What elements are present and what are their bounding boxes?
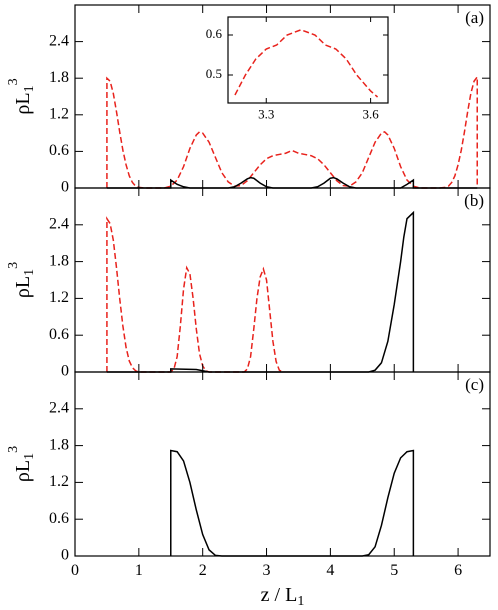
panel-label: (b) xyxy=(464,191,484,210)
plot-frame xyxy=(74,371,491,557)
data-line xyxy=(106,216,283,373)
y-tick-label: 1.8 xyxy=(49,69,69,86)
data-line xyxy=(234,28,379,98)
x-tick-label: 0 xyxy=(71,562,79,579)
x-label-sub: 1 xyxy=(297,594,304,609)
y-label-sup: 3 xyxy=(6,446,21,453)
x-tick-label: 3.6 xyxy=(362,106,379,121)
panel-label: (c) xyxy=(465,375,484,394)
data-line xyxy=(106,176,478,189)
y-tick-label: 1.8 xyxy=(49,252,69,269)
y-tick-label: 2.4 xyxy=(49,32,69,49)
y-label-sup: 3 xyxy=(6,78,21,85)
data-line xyxy=(170,449,415,557)
y-tick-label: 0 xyxy=(61,363,69,380)
y-axis-label: ρL13 xyxy=(6,262,37,298)
y-tick-label: 2.4 xyxy=(49,399,69,416)
x-tick-label: 5 xyxy=(390,562,398,579)
panel-label: (a) xyxy=(465,8,484,27)
x-label-main: z / L xyxy=(261,584,298,606)
y-tick-label: 1.2 xyxy=(49,105,69,122)
y-tick-label: 0 xyxy=(61,547,69,564)
x-tick-label: 4 xyxy=(326,562,334,579)
y-tick-label: 2.4 xyxy=(49,215,69,232)
y-label-main: ρL xyxy=(12,92,34,114)
data-line xyxy=(106,210,415,373)
x-tick-label: 2 xyxy=(199,562,207,579)
inset-background xyxy=(228,17,388,103)
plot-frame xyxy=(227,16,389,104)
y-tick-label: 1.2 xyxy=(49,289,69,306)
y-label-sup: 3 xyxy=(6,262,21,269)
x-tick-label: 3.3 xyxy=(258,106,274,121)
y-tick-label: 0.5 xyxy=(206,66,222,81)
y-label-sub: 1 xyxy=(22,269,37,276)
x-tick-label: 3 xyxy=(263,562,271,579)
x-tick-label: 6 xyxy=(454,562,462,579)
y-axis-label: ρL13 xyxy=(6,446,37,482)
y-label-main: ρL xyxy=(12,276,34,298)
y-tick-label: 1.8 xyxy=(49,436,69,453)
y-tick-label: 0.6 xyxy=(49,326,69,343)
x-axis-label: z / L1 xyxy=(261,584,305,610)
y-tick-label: 0 xyxy=(61,179,69,196)
y-tick-label: 0.6 xyxy=(49,142,69,159)
y-label-main: ρL xyxy=(12,460,34,482)
plot-frame xyxy=(74,187,491,373)
y-axis-label: ρL13 xyxy=(6,78,37,114)
y-tick-label: 0.6 xyxy=(49,510,69,527)
y-tick-label: 0.6 xyxy=(206,26,223,41)
x-tick-label: 1 xyxy=(135,562,143,579)
y-label-sub: 1 xyxy=(22,453,37,460)
y-label-sub: 1 xyxy=(22,85,37,92)
y-tick-label: 1.2 xyxy=(49,473,69,490)
